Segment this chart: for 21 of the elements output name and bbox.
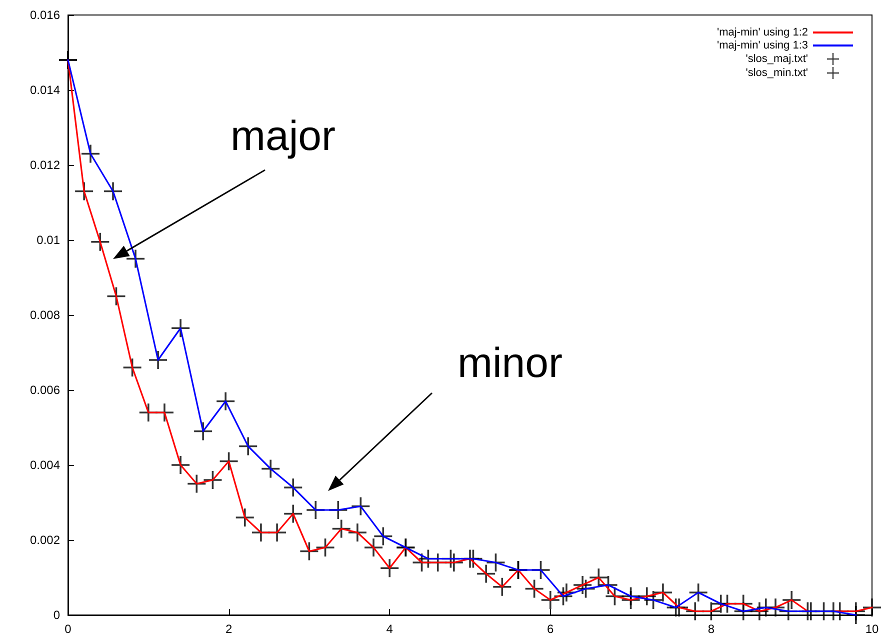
x-tick-label: 2	[225, 622, 232, 636]
y-tick-label: 0	[53, 608, 60, 622]
y-tick-label: 0.016	[30, 8, 60, 22]
y-tick-label: 0.014	[30, 83, 60, 97]
y-tick-label: 0.008	[30, 308, 60, 322]
annotation: major	[230, 112, 336, 160]
y-tick-label: 0.012	[30, 158, 60, 172]
legend-label: 'maj-min' using 1:3	[716, 40, 808, 52]
x-tick-label: 8	[708, 622, 715, 636]
legend-label: 'slos_min.txt'	[746, 67, 808, 79]
x-tick-label: 6	[547, 622, 554, 636]
x-tick-label: 0	[64, 622, 72, 636]
x-tick-label: 4	[386, 622, 394, 636]
annotation: minor	[457, 339, 563, 386]
legend-label: 'slos_maj.txt'	[746, 53, 808, 65]
y-tick-label: 0.01	[36, 233, 60, 247]
x-tick-label: 10	[865, 622, 879, 636]
y-tick-label: 0.004	[30, 458, 60, 472]
y-tick-label: 0.002	[30, 533, 60, 547]
y-tick-label: 0.006	[30, 383, 60, 397]
legend-label: 'maj-min' using 1:2	[716, 26, 808, 38]
